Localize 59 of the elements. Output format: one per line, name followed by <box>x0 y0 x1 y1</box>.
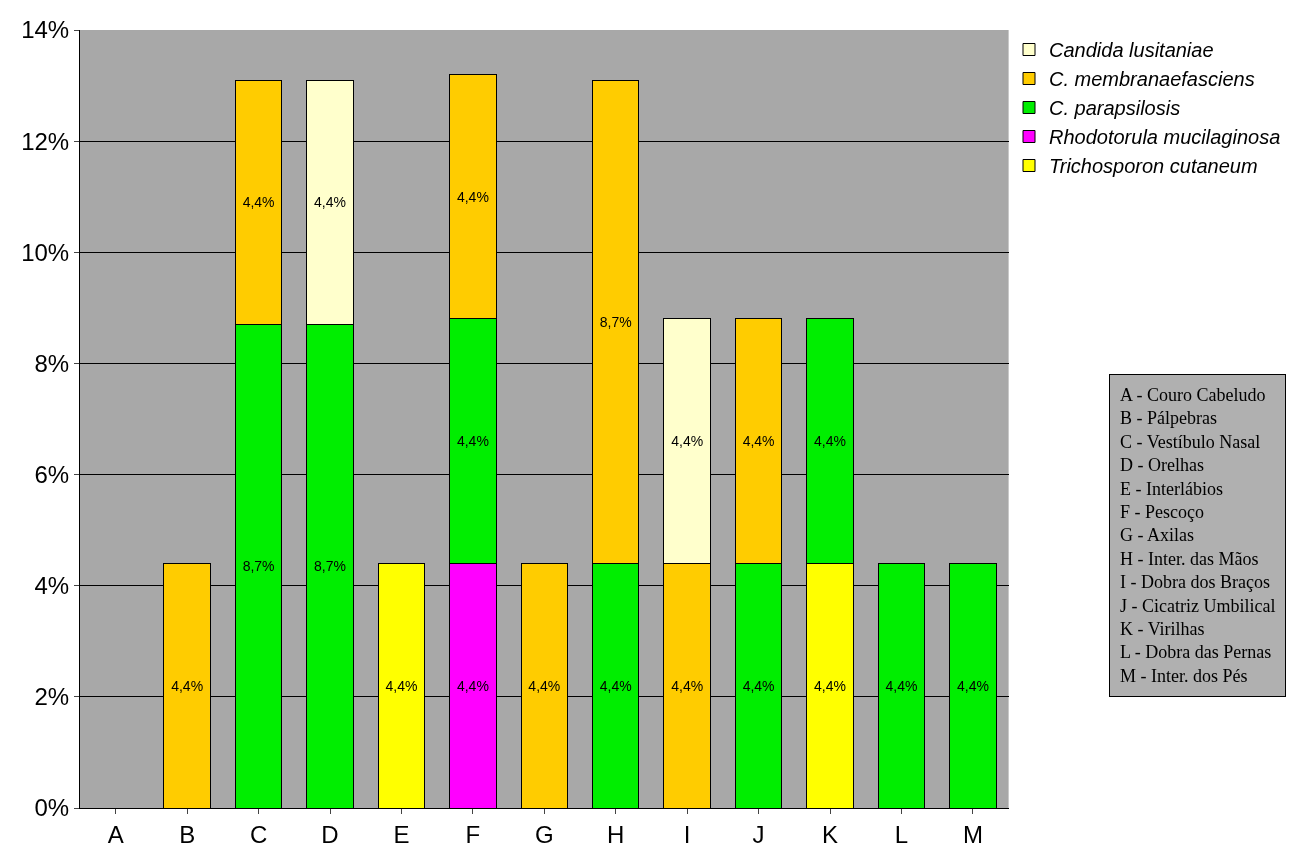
x-tick-label: C <box>249 820 268 848</box>
y-tick-label: 8% <box>34 349 70 377</box>
x-tick-label: B <box>179 820 196 848</box>
x-tick-label: M <box>962 820 983 848</box>
data-label: 4,4% <box>885 677 918 694</box>
y-tick-label: 12% <box>21 127 70 155</box>
x-tick-label: A <box>107 820 124 848</box>
text: A - Couro Cabeludo <box>1120 385 1266 405</box>
text: C - Vestíbulo Nasal <box>1120 431 1261 452</box>
legend-label: Rhodotorula mucilaginosa <box>1049 126 1281 149</box>
data-label: 4,4% <box>814 677 846 694</box>
data-label: 4,4% <box>671 433 704 450</box>
text: G - Axilas <box>1120 525 1194 546</box>
text: D - Orelhas <box>1120 455 1204 476</box>
text: B - Pálpebras <box>1120 408 1217 429</box>
text: I - Dobra dos Braços <box>1120 572 1270 593</box>
data-label: 4,4% <box>242 194 275 211</box>
data-label: 4,4% <box>456 433 489 450</box>
data-label: 4,4% <box>742 433 775 450</box>
data-label: 4,4% <box>171 677 204 694</box>
x-tick-label: H <box>607 820 625 848</box>
data-label: 4,4% <box>456 188 489 205</box>
data-label: 8,7% <box>599 313 632 330</box>
data-label: 4,4% <box>814 433 846 450</box>
y-tick-label: 10% <box>21 238 70 266</box>
legend-label: Candida lusitaniae <box>1049 39 1214 62</box>
legend-label: C. parapsilosis <box>1049 97 1181 120</box>
text: H - Inter. das Mãos <box>1120 548 1259 569</box>
y-tick-label: 6% <box>34 460 70 488</box>
x-tick-label: I <box>683 820 691 848</box>
data-label: 4,4% <box>599 677 632 694</box>
data-label: 4,4% <box>528 677 561 694</box>
data-label: 4,4% <box>671 677 704 694</box>
x-tick-label: E <box>393 820 410 848</box>
data-label: 8,7% <box>242 558 275 575</box>
legend-label: Trichosporon cutaneum <box>1049 155 1258 178</box>
text: K - Virilhas <box>1120 619 1205 639</box>
text: M - Inter. dos Pés <box>1120 665 1248 686</box>
data-label: 4,4% <box>314 194 346 211</box>
x-tick-label: J <box>752 820 765 848</box>
x-tick-label: L <box>894 820 909 848</box>
y-tick-label: 2% <box>34 683 70 711</box>
data-label: 8,7% <box>314 558 346 575</box>
legend-label: C. membranaefasciens <box>1049 68 1255 91</box>
x-tick-label: D <box>321 820 339 848</box>
data-label: 4,4% <box>742 677 775 694</box>
x-tick-label: K <box>822 820 839 848</box>
y-tick-label: 4% <box>34 572 70 600</box>
text: F - Pescoço <box>1120 502 1204 522</box>
x-tick-label: F <box>465 820 481 848</box>
x-tick-label: G <box>534 820 554 848</box>
y-tick-label: 14% <box>21 16 70 44</box>
data-label: 4,4% <box>456 677 489 694</box>
text: L - Dobra das Pernas <box>1120 642 1272 663</box>
text: E - Interlábios <box>1120 478 1223 499</box>
y-tick-label: 0% <box>34 794 70 822</box>
data-label: 4,4% <box>956 677 989 694</box>
data-label: 4,4% <box>385 677 418 694</box>
text: J - Cicatriz Umbilical <box>1120 595 1276 616</box>
